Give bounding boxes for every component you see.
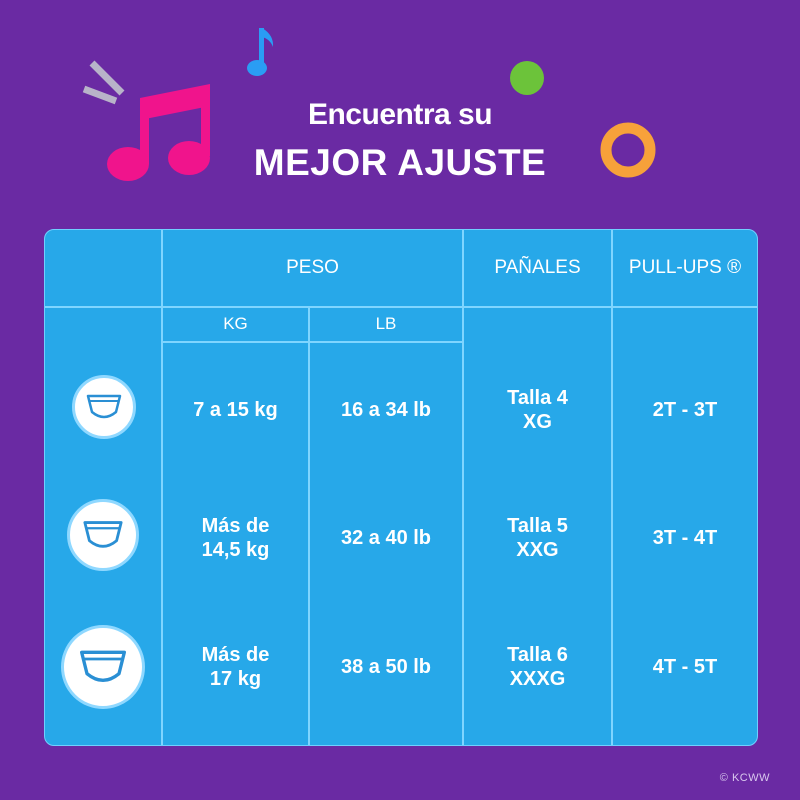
pink-music-note-icon: [107, 84, 210, 181]
row-2-kg-line-2: 14,5 kg: [201, 539, 270, 561]
row-1-panales: Talla 4 XG: [464, 370, 611, 450]
orange-ring-icon: [600, 122, 656, 178]
row-1-kg-line-1: 7 a 15 kg: [193, 399, 278, 421]
row-3-kg-line-1: Más de: [201, 644, 270, 666]
diaper-icon-circle: [67, 499, 139, 571]
header-panales: PAÑALES: [494, 256, 581, 278]
diaper-icon-circle: [61, 625, 145, 709]
title-line-1: Encuentra su: [307, 98, 493, 131]
header-kg: KG: [223, 314, 248, 334]
size-table: PESO PAÑALES PULL-UPS ® KG LB 7 a 15 kg …: [44, 229, 758, 746]
diaper-icon-circle: [72, 375, 136, 439]
row-2-kg-line-1: Más de: [201, 515, 270, 537]
header-peso: PESO: [286, 256, 339, 278]
row-1-panales-line-2: XG: [523, 411, 552, 433]
row-3-lb: 38 a 50 lb: [340, 656, 432, 678]
diaper-icon: [86, 394, 122, 419]
blue-music-note-icon: [247, 28, 274, 76]
header-lb: LB: [375, 314, 397, 334]
header-pullups: PULL-UPS ®: [628, 256, 742, 278]
diaper-icon: [83, 521, 123, 548]
row-2-lb: 32 a 40 lb: [340, 527, 432, 549]
grid-line: [163, 341, 462, 343]
grid-line: [462, 230, 464, 745]
title-line-2: MEJOR AJUSTE: [253, 142, 547, 183]
row-1-kg: 7 a 15 kg: [163, 370, 308, 450]
grid-line: [308, 308, 310, 745]
row-3-kg-line-2: 17 kg: [209, 668, 262, 690]
row-2-panales-line-1: Talla 5: [507, 515, 568, 537]
green-dot-icon: [510, 61, 544, 95]
row-1-panales-line-1: Talla 4: [507, 387, 568, 409]
row-3-pullups: 4T - 5T: [652, 656, 718, 678]
grid-line: [611, 230, 613, 745]
row-1-pullups: 2T - 3T: [652, 399, 718, 421]
grid-line: [161, 230, 163, 745]
row-2-pullups: 3T - 4T: [652, 527, 718, 549]
row-3-kg: Más de 17 kg: [163, 627, 308, 707]
row-2-panales: Talla 5 XXG: [464, 498, 611, 578]
row-3-panales: Talla 6 XXXG: [464, 627, 611, 707]
grid-line: [45, 306, 757, 308]
row-1-lb: 16 a 34 lb: [340, 399, 432, 421]
row-3-panales-line-1: Talla 6: [507, 644, 568, 666]
copyright: © KCWW: [719, 772, 770, 784]
row-2-panales-line-2: XXG: [516, 539, 559, 561]
row-2-kg: Más de 14,5 kg: [163, 498, 308, 578]
sound-lines-icon: [82, 60, 125, 105]
diaper-icon: [80, 650, 127, 682]
row-3-panales-line-2: XXXG: [509, 668, 566, 690]
